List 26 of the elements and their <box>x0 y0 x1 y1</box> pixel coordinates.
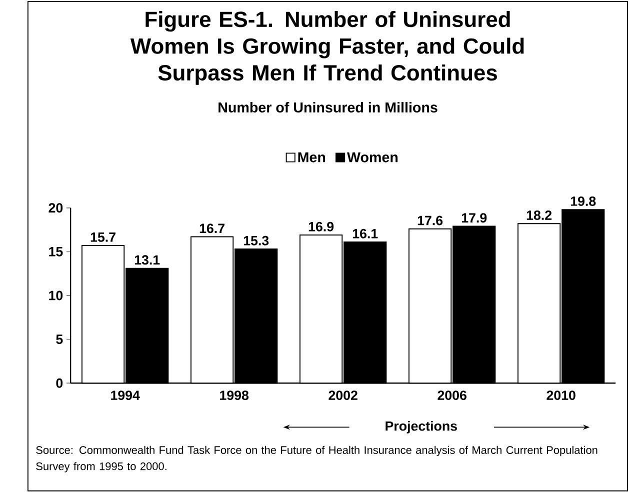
data-label: 17.6 <box>418 216 443 226</box>
source-note: Source: Commonwealth Fund Task Force on the Future of Health Insurance analysis of March Current Population Survey from 1995 to 2000. <box>36 446 598 472</box>
y-tick-label: 0 <box>56 378 63 388</box>
data-label: 13.1 <box>134 255 160 265</box>
data-label: 16.7 <box>200 223 224 233</box>
data-label: 16.9 <box>308 222 334 232</box>
y-tick-label: 20 <box>48 202 63 212</box>
data-label: 15.3 <box>244 236 269 246</box>
data-label: 17.9 <box>462 212 487 222</box>
x-tick-label: 1998 <box>220 390 249 400</box>
legend-label: Women <box>347 152 398 162</box>
chart-subtitle: Number of Uninsured in Millions <box>218 102 438 112</box>
chart-title: Figure ES-1. Number of Uninsured Women Is Growing Faster, and Could Surpass Men If Trend Continues <box>130 10 524 85</box>
y-tick-label: 10 <box>49 290 63 300</box>
y-tick-label: 15 <box>49 246 63 256</box>
x-tick-label: 1994 <box>111 390 140 400</box>
data-label: 16.1 <box>352 228 378 238</box>
data-label: 15.7 <box>90 232 116 242</box>
data-label: 19.8 <box>570 196 596 206</box>
y-tick-label: 5 <box>56 334 63 344</box>
x-tick-label: 2002 <box>328 390 358 400</box>
x-tick-label: 2010 <box>546 390 576 400</box>
legend-label: Men <box>298 152 326 162</box>
data-label: 18.2 <box>526 210 552 220</box>
x-tick-label: 2006 <box>438 390 466 400</box>
text: Projections <box>386 420 457 434</box>
